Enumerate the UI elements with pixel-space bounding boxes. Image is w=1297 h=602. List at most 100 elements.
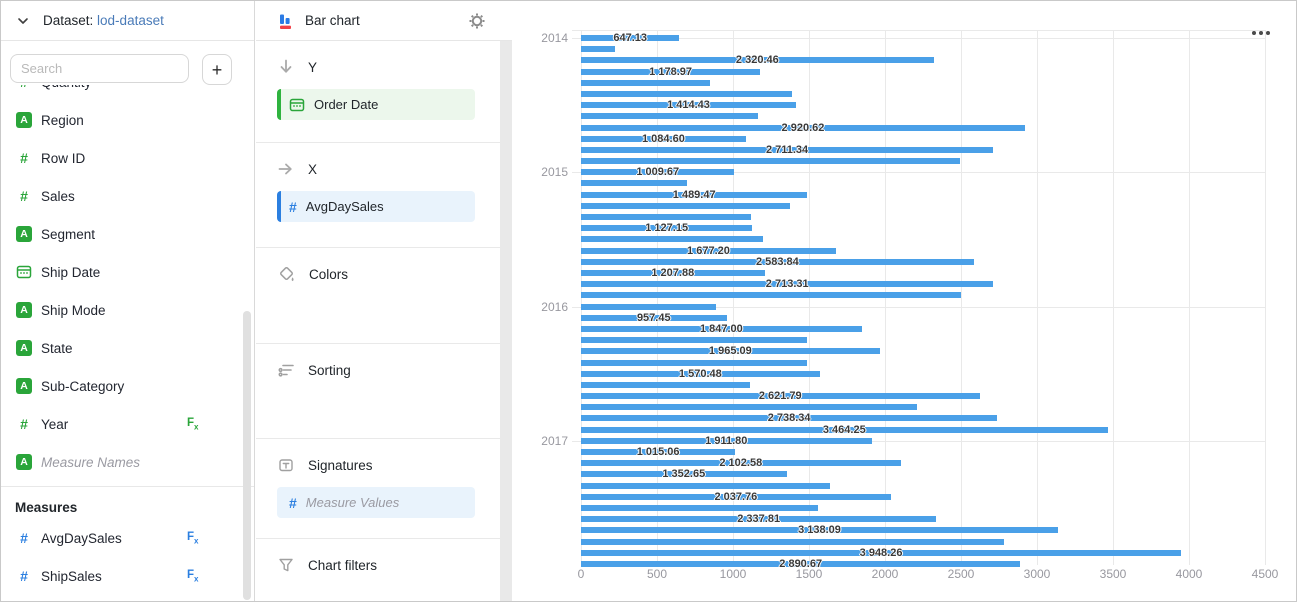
bar-value-label: 1 015.06 [636,446,680,459]
bar[interactable] [581,449,736,456]
bar[interactable] [581,146,994,153]
bar[interactable] [581,359,808,366]
number-field-icon: # [20,416,28,432]
bar[interactable] [581,314,727,321]
sorting-section-label: Sorting [308,362,351,378]
bar[interactable] [581,415,998,422]
bar[interactable] [581,303,717,310]
bar[interactable] [581,113,759,120]
bar[interactable] [581,281,994,288]
number-field-icon: # [20,568,28,584]
chart-menu-icon[interactable] [1249,28,1273,38]
gear-icon[interactable] [468,12,486,30]
bar[interactable] [581,493,891,500]
colors-section-label: Colors [309,266,349,282]
bar-value-label: 2 621.79 [758,390,802,403]
chart-type-selector[interactable]: Bar chart [256,1,500,41]
bar[interactable] [581,202,790,209]
bar[interactable] [581,337,808,344]
bar[interactable] [581,247,836,254]
bar[interactable] [581,124,1025,131]
bar[interactable] [581,549,1182,556]
bar[interactable] [581,393,980,400]
section-chart-filters[interactable]: Chart filters [256,539,500,601]
field-row-sales[interactable]: # Sales [1,177,254,215]
section-x-axis: X # AvgDaySales [256,143,500,248]
y-field-chip[interactable]: Order Date [277,89,475,120]
bar[interactable] [581,292,961,299]
bar[interactable] [581,68,761,75]
bar[interactable] [581,504,819,511]
bar[interactable] [581,79,711,86]
field-row-region[interactable]: A Region [1,101,254,139]
add-field-button[interactable]: + [202,54,232,85]
config-scrollbar-track[interactable] [500,41,512,601]
bar[interactable] [581,404,917,411]
sidebar-scrollbar-thumb[interactable] [243,311,251,600]
section-colors[interactable]: Colors [256,248,500,344]
bar[interactable] [581,57,934,64]
bar[interactable] [581,426,1108,433]
dataset-name-link[interactable]: lod-dataset [97,13,164,28]
x-gridline [1189,30,1190,565]
bar[interactable] [581,370,820,377]
bar[interactable] [581,135,746,142]
field-row-year[interactable]: # Year Fx [1,405,254,443]
bar[interactable] [581,482,831,489]
bar[interactable] [581,527,1058,534]
bar-value-label: 1 414.43 [667,99,710,112]
field-row-state[interactable]: A State [1,329,254,367]
bar-value-label: 1 009.67 [636,166,680,179]
x-axis-tick-label: 1500 [795,567,823,581]
field-row-segment[interactable]: A Segment [1,215,254,253]
bar[interactable] [581,46,616,53]
dimension-list: #QuantityARegion#Row ID#SalesASegmentShi… [1,63,254,481]
bar[interactable] [581,102,796,109]
search-input[interactable] [10,54,189,83]
bar-value-label: 1 207.88 [651,266,695,279]
bar[interactable] [581,158,961,165]
x-field-chip[interactable]: # AvgDaySales [277,191,475,222]
field-row-row-id[interactable]: # Row ID [1,139,254,177]
bar[interactable] [581,516,937,523]
bar[interactable] [581,538,1005,545]
bar[interactable] [581,258,974,265]
field-row-sub-category[interactable]: A Sub-Category [1,367,254,405]
filters-section-label: Chart filters [308,557,378,573]
field-row-avgdaysales[interactable]: # AvgDaySales Fx [1,519,254,557]
bar[interactable] [581,225,753,232]
bar[interactable] [581,90,793,97]
bar[interactable] [581,269,765,276]
field-row-measure-names[interactable]: A Measure Names [1,443,254,481]
number-field-icon: # [289,198,297,215]
field-row-shipsales[interactable]: # ShipSales Fx [1,557,254,595]
x-gridline [1037,30,1038,565]
bar[interactable] [581,471,787,478]
bar[interactable] [581,180,688,187]
bar[interactable] [581,348,880,355]
field-row-ship-mode[interactable]: A Ship Mode [1,291,254,329]
bar[interactable] [581,35,680,41]
bar-value-label: 1 677.20 [687,244,730,257]
bar-value-label: 2 713.31 [765,278,809,291]
bar-value-label: 957.45 [636,311,671,324]
bar[interactable] [581,460,901,467]
bar[interactable] [581,191,808,198]
calendar-icon [15,264,33,280]
bar[interactable] [581,169,735,176]
bar-value-label: 647.13 [613,32,647,44]
bar[interactable] [581,214,752,221]
chevron-down-icon[interactable] [15,13,31,29]
measures-divider [1,486,254,487]
section-sorting[interactable]: Sorting [256,344,500,439]
bar[interactable] [581,437,872,444]
signatures-field-chip[interactable]: # Measure Values [277,487,475,518]
field-row-ship-date[interactable]: Ship Date [1,253,254,291]
bar-value-label: 1 178.97 [649,65,693,78]
bar[interactable] [581,236,764,243]
formula-icon: Fx [187,416,199,432]
bar[interactable] [581,560,1021,567]
bar[interactable] [581,381,750,388]
bar-value-label: 1 911.80 [705,434,748,447]
bar[interactable] [581,325,862,332]
